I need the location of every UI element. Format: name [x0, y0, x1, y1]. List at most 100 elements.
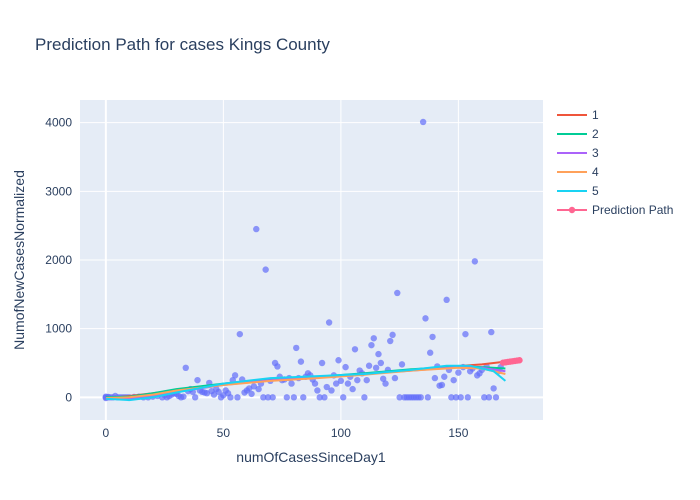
- scatter-point: [262, 266, 269, 273]
- scatter-point: [191, 394, 199, 401]
- legend-label: 2: [592, 127, 599, 141]
- legend[interactable]: 1 2 3 4 5 Prediction Path: [557, 108, 673, 217]
- scatter-point: [314, 387, 321, 394]
- scatter-point: [431, 374, 439, 382]
- scatter-point: [419, 118, 427, 126]
- y-axis-title: NumofNewCasesNormalized: [11, 170, 27, 350]
- legend-label: 5: [592, 184, 599, 198]
- scatter-point: [398, 361, 406, 368]
- scatter-point: [450, 376, 457, 384]
- legend-item-2[interactable]: 2: [557, 127, 599, 141]
- scatter-point: [342, 363, 349, 371]
- scatter-point: [422, 315, 429, 322]
- scatter-point: [464, 394, 471, 401]
- scatter-point: [379, 375, 387, 382]
- scatter-point: [332, 380, 340, 387]
- legend-item-5[interactable]: 5: [557, 184, 599, 198]
- scatter-point: [325, 319, 333, 326]
- scatter-point: [377, 359, 385, 367]
- legend-item-3[interactable]: 3: [557, 146, 599, 160]
- scatter-point: [471, 258, 479, 265]
- y-tick-label: 2000: [45, 253, 72, 267]
- chart-title: Prediction Path for cases Kings County: [35, 35, 330, 54]
- scatter-point: [462, 330, 469, 338]
- scatter-point: [448, 394, 455, 401]
- scatter-point: [492, 394, 500, 401]
- series-line-5: [105, 364, 507, 402]
- legend-label: 4: [592, 165, 599, 179]
- scatter-point: [391, 374, 399, 382]
- scatter-point: [365, 362, 373, 369]
- scatter-point: [274, 363, 281, 370]
- scatter-point: [387, 337, 394, 345]
- scatter-point: [231, 372, 239, 379]
- scatter-point: [321, 394, 328, 401]
- scatter-point: [417, 394, 424, 401]
- scatter-point: [457, 394, 464, 401]
- legend-label: Prediction Path: [592, 203, 673, 217]
- scatter-point: [389, 331, 396, 339]
- legend-label: 1: [592, 108, 599, 122]
- scatter-point: [323, 383, 330, 391]
- scatter-point: [368, 341, 375, 349]
- y-tick-label: 0: [65, 390, 72, 404]
- legend-item-1[interactable]: 1: [557, 108, 599, 122]
- y-ticks: 0 1000 2000 3000 4000: [45, 116, 72, 405]
- scatter-point: [269, 394, 276, 401]
- scatter-point: [349, 385, 356, 393]
- scatter-point: [316, 394, 323, 401]
- scatter-point: [250, 383, 258, 390]
- scatter-point: [311, 380, 319, 387]
- scatter-point: [283, 394, 291, 401]
- series-lines: [105, 357, 523, 402]
- legend-marker: [568, 206, 576, 214]
- x-ticks: 0 50 100 150: [103, 426, 469, 440]
- legend-item-6[interactable]: Prediction Path: [557, 203, 673, 217]
- scatter-point: [375, 350, 382, 358]
- scatter-point: [344, 380, 352, 387]
- scatter-point: [485, 394, 493, 401]
- scatter-point: [328, 387, 335, 394]
- scatter-point: [340, 394, 347, 401]
- x-axis-title: numOfCasesSinceDay1: [236, 449, 386, 465]
- x-tick-label: 100: [331, 426, 351, 440]
- scatter-point: [363, 376, 370, 384]
- scatter-point: [318, 359, 326, 367]
- scatter-point: [424, 394, 432, 401]
- scatter-point: [490, 385, 497, 392]
- scatter-point: [370, 335, 377, 342]
- scatter-point: [264, 394, 272, 401]
- scatter-point: [180, 393, 187, 400]
- scatter-point: [372, 364, 380, 372]
- scatter-point: [253, 225, 260, 233]
- scatter-point: [234, 394, 241, 401]
- scatter-point: [290, 394, 298, 401]
- scatter-point: [215, 388, 222, 396]
- scatter-point: [396, 394, 403, 401]
- scatter-point: [293, 344, 300, 352]
- scatter-point: [351, 346, 359, 353]
- scatter-point: [443, 296, 450, 304]
- scatter-point: [182, 364, 189, 372]
- scatter-point: [441, 373, 448, 380]
- scatter-point: [426, 349, 434, 356]
- scatter-point: [210, 391, 218, 398]
- series-line-4: [105, 366, 506, 399]
- x-tick-label: 150: [448, 426, 468, 440]
- scatter-point: [288, 380, 295, 387]
- scatter-point: [481, 394, 488, 401]
- scatter-point: [337, 377, 345, 385]
- scatter-point: [354, 376, 361, 384]
- y-tick-label: 4000: [45, 116, 72, 130]
- y-tick-label: 3000: [45, 184, 72, 198]
- scatter-point: [297, 358, 305, 365]
- x-tick-label: 0: [103, 426, 110, 440]
- scatter-point: [488, 328, 495, 336]
- scatter-point: [300, 394, 307, 401]
- legend-item-4[interactable]: 4: [557, 165, 599, 179]
- scatter-point: [361, 394, 368, 401]
- y-tick-label: 1000: [45, 322, 72, 336]
- scatter-point: [335, 357, 342, 364]
- scatter-point: [438, 381, 446, 389]
